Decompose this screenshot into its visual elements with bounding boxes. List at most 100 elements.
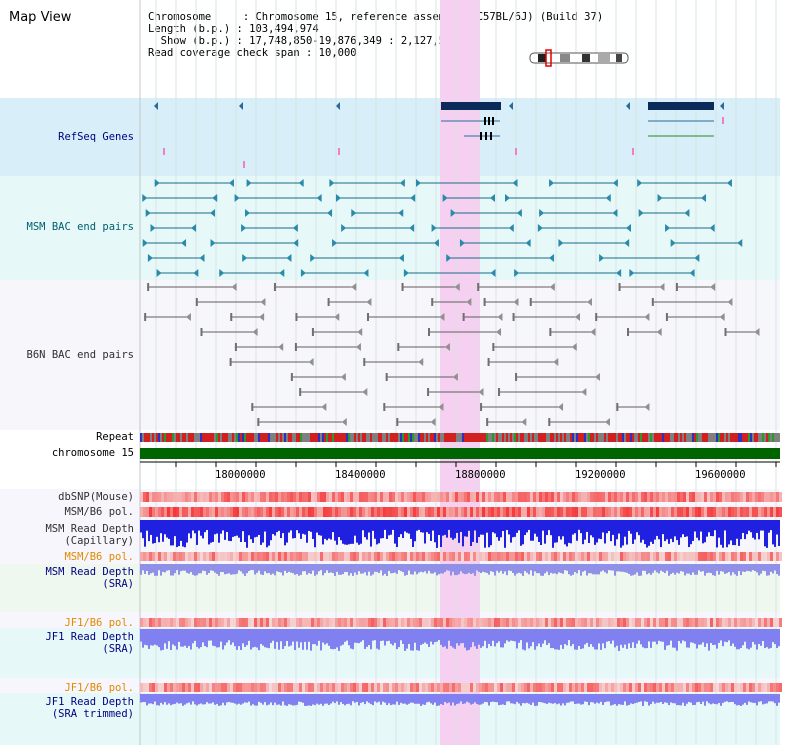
depth-bar <box>266 520 268 548</box>
pol-cell <box>458 683 461 692</box>
pol-cell <box>386 552 389 561</box>
depth-bar <box>528 694 530 704</box>
depth-bar <box>322 564 324 576</box>
pol-cell <box>482 618 485 627</box>
depth-bar <box>502 629 504 648</box>
depth-bar <box>144 564 146 574</box>
pol-cell <box>149 618 152 627</box>
depth-bar <box>384 694 386 703</box>
depth-bar <box>658 694 660 703</box>
bac-end <box>398 254 404 262</box>
label-msm-read-depth-sra[interactable]: MSM Read Depth (SRA) <box>45 566 134 590</box>
depth-bar <box>182 564 184 571</box>
depth-bar <box>246 564 248 574</box>
pol-cell <box>560 492 563 502</box>
label-msm-bac-end-pairs[interactable]: MSM BAC end pairs <box>26 221 134 233</box>
pol-cell <box>770 618 773 627</box>
pol-cell <box>254 683 257 692</box>
pol-cell <box>737 507 740 517</box>
pol-cell <box>608 492 611 502</box>
depth-bar <box>196 520 198 545</box>
pol-cell <box>425 552 428 561</box>
depth-bar <box>450 629 452 646</box>
depth-bar <box>408 520 410 534</box>
depth-bar <box>714 629 716 645</box>
label-jf1-read-depth-sra[interactable]: JF1 Read Depth (SRA) <box>45 631 134 655</box>
depth-bar <box>316 564 318 575</box>
depth-bar <box>224 629 226 646</box>
pol-cell <box>503 618 506 627</box>
label-b6n-bac-end-pairs[interactable]: B6N BAC end pairs <box>26 349 134 361</box>
repeat-segment <box>450 433 452 442</box>
pol-cell <box>257 507 260 517</box>
pol-cell <box>404 507 407 517</box>
label-dbsnp[interactable]: dbSNP(Mouse) <box>58 491 134 503</box>
repeat-segment <box>150 433 152 442</box>
pol-cell <box>773 507 776 517</box>
depth-bar <box>210 564 212 571</box>
label-refseq-genes[interactable]: RefSeq Genes <box>58 131 134 143</box>
repeat-segment <box>166 433 168 442</box>
pol-cell <box>245 552 248 561</box>
repeat-segment <box>430 433 432 442</box>
pol-cell <box>455 683 458 692</box>
label-jf1-b6-pol-2[interactable]: JF1/B6 pol. <box>64 682 134 694</box>
pol-cell <box>629 492 632 502</box>
depth-bar <box>286 629 288 641</box>
depth-bar <box>556 694 558 705</box>
pol-cell <box>365 507 368 517</box>
depth-bar <box>406 694 408 705</box>
bac-end <box>295 313 298 321</box>
pol-cell <box>572 507 575 517</box>
pol-cell <box>491 618 494 627</box>
depth-bar <box>522 629 524 650</box>
depth-bar <box>664 694 666 703</box>
label-jf1-b6-pol-1[interactable]: JF1/B6 pol. <box>64 617 134 629</box>
depth-bar <box>730 564 732 576</box>
depth-bar <box>238 694 240 704</box>
pol-cell <box>497 683 500 692</box>
pol-cell <box>764 492 767 502</box>
depth-bar <box>398 564 400 571</box>
repeat-segment <box>338 433 340 442</box>
pol-cell <box>293 683 296 692</box>
depth-bar <box>508 629 510 642</box>
depth-bar <box>176 629 178 650</box>
depth-bar <box>548 694 550 703</box>
label-jf1-read-depth-trimmed[interactable]: JF1 Read Depth (SRA trimmed) <box>45 696 134 720</box>
pol-cell <box>599 618 602 627</box>
pol-cell <box>425 492 428 502</box>
depth-bar <box>402 520 404 539</box>
pol-cell <box>236 618 239 627</box>
depth-bar <box>544 564 546 574</box>
depth-bar <box>404 629 406 651</box>
depth-bar <box>718 520 720 538</box>
pol-cell <box>149 492 152 502</box>
label-msm-b6-pol-2[interactable]: MSM/B6 pol. <box>64 551 134 563</box>
label-repeat[interactable]: Repeat <box>96 431 134 443</box>
pol-cell <box>155 683 158 692</box>
pol-cell <box>257 552 260 561</box>
depth-bar <box>190 564 192 573</box>
label-msm-b6-pol-1[interactable]: MSM/B6 pol. <box>64 506 134 518</box>
repeat-segment <box>532 433 534 442</box>
label-msm-read-depth-capillary[interactable]: MSM Read Depth (Capillary) <box>45 523 134 547</box>
depth-bar <box>216 520 218 534</box>
pol-cell <box>671 552 674 561</box>
pol-cell <box>299 683 302 692</box>
pol-cell <box>671 683 674 692</box>
pol-cell <box>602 492 605 502</box>
pol-cell <box>431 683 434 692</box>
depth-bar <box>260 520 262 545</box>
depth-bar <box>704 694 706 706</box>
depth-bar <box>428 564 430 571</box>
repeat-segment <box>356 433 358 442</box>
pol-cell <box>767 507 770 517</box>
label-chromosome[interactable]: chromosome 15 <box>51 447 134 459</box>
depth-bar <box>310 564 312 574</box>
pol-cell <box>647 683 650 692</box>
pol-cell <box>563 492 566 502</box>
pol-cell <box>659 683 662 692</box>
depth-bar <box>384 520 386 530</box>
